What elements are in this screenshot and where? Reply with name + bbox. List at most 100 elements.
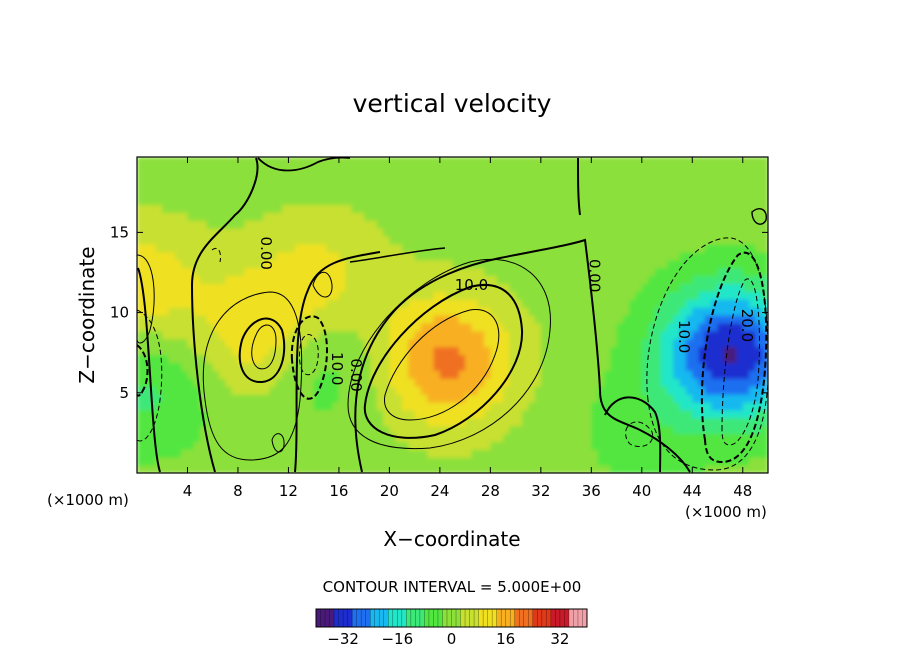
- field-cell: [465, 409, 473, 419]
- field-cell: [389, 330, 397, 340]
- field-cell: [755, 354, 763, 363]
- field-cell: [282, 188, 290, 198]
- field-cell: [408, 441, 416, 450]
- field-cell: [439, 346, 447, 356]
- field-cell: [452, 164, 460, 174]
- field-cell: [237, 465, 245, 473]
- field-cell: [610, 362, 618, 371]
- field-cell: [496, 465, 504, 473]
- field-cell: [622, 330, 630, 340]
- field-cell: [515, 322, 523, 332]
- field-cell: [332, 220, 340, 229]
- field-cell: [616, 157, 624, 166]
- field-cell: [679, 172, 687, 182]
- field-cell: [250, 330, 258, 340]
- field-cell: [402, 157, 409, 166]
- field-cell: [301, 330, 308, 340]
- field-cell: [698, 251, 706, 261]
- field-cell: [174, 259, 182, 269]
- field-cell: [408, 307, 416, 316]
- field-cell: [654, 433, 662, 442]
- field-cell: [559, 465, 567, 473]
- field-cell: [319, 307, 327, 316]
- field-cell: [395, 354, 403, 363]
- field-cell: [610, 251, 618, 261]
- field-cell: [553, 188, 561, 198]
- field-cell: [452, 354, 460, 363]
- field-cell: [559, 251, 567, 261]
- field-cell: [515, 354, 523, 363]
- field-cell: [629, 307, 637, 316]
- field-cell: [711, 251, 719, 261]
- field-cell: [206, 425, 214, 435]
- field-cell: [465, 346, 473, 356]
- field-cell: [591, 401, 599, 411]
- field-cell: [471, 299, 479, 308]
- field-cell: [351, 370, 359, 379]
- field-cell: [446, 283, 454, 292]
- field-cell: [591, 204, 599, 213]
- field-cell: [237, 283, 245, 292]
- field-cell: [711, 449, 719, 458]
- field-cell: [439, 433, 447, 442]
- field-cell: [250, 401, 258, 411]
- field-cell: [338, 457, 346, 466]
- field-cell: [521, 401, 529, 411]
- field-cell: [622, 307, 630, 316]
- field-cell: [174, 457, 182, 466]
- field-cell: [446, 401, 454, 411]
- field-cell: [364, 212, 372, 221]
- field-cell: [307, 370, 315, 379]
- field-cell: [603, 378, 611, 387]
- field-cell: [597, 275, 605, 284]
- field-cell: [370, 259, 378, 269]
- field-cell: [275, 330, 283, 340]
- field-cell: [187, 291, 195, 300]
- field-cell: [685, 291, 693, 300]
- field-cell: [559, 220, 567, 229]
- field-cell: [427, 322, 435, 332]
- field-cell: [452, 362, 460, 371]
- field-cell: [370, 283, 378, 292]
- field-cell: [521, 449, 529, 458]
- field-cell: [439, 212, 447, 221]
- field-cell: [736, 157, 744, 166]
- field-cell: [540, 425, 548, 435]
- field-cell: [641, 417, 649, 427]
- field-cell: [515, 228, 523, 237]
- field-cell: [597, 362, 605, 371]
- field-cell: [635, 401, 643, 411]
- field-cell: [496, 338, 504, 348]
- field-cell: [692, 196, 700, 205]
- field-cell: [357, 346, 365, 356]
- field-cell: [168, 204, 176, 213]
- field-cell: [376, 315, 384, 324]
- field-cell: [345, 259, 353, 269]
- field-cell: [414, 417, 422, 427]
- field-cell: [736, 212, 744, 221]
- field-cell: [149, 243, 157, 253]
- field-cell: [212, 212, 220, 221]
- field-cell: [326, 425, 334, 435]
- field-cell: [370, 275, 378, 284]
- field-cell: [345, 315, 353, 324]
- field-cell: [187, 370, 195, 379]
- field-cell: [383, 212, 390, 221]
- field-cell: [496, 251, 504, 261]
- field-cell: [742, 338, 750, 348]
- field-cell: [193, 409, 201, 419]
- field-cell: [692, 417, 700, 427]
- field-cell: [502, 322, 510, 332]
- field-cell: [137, 180, 144, 190]
- field-cell: [414, 212, 422, 221]
- field-cell: [629, 180, 637, 190]
- field-cell: [313, 157, 321, 166]
- field-cell: [717, 315, 725, 324]
- field-cell: [376, 236, 384, 245]
- field-cell: [572, 386, 580, 395]
- field-cell: [269, 259, 277, 269]
- field-cell: [622, 338, 630, 348]
- field-cell: [509, 204, 517, 213]
- field-cell: [704, 267, 712, 277]
- field-cell: [282, 457, 290, 466]
